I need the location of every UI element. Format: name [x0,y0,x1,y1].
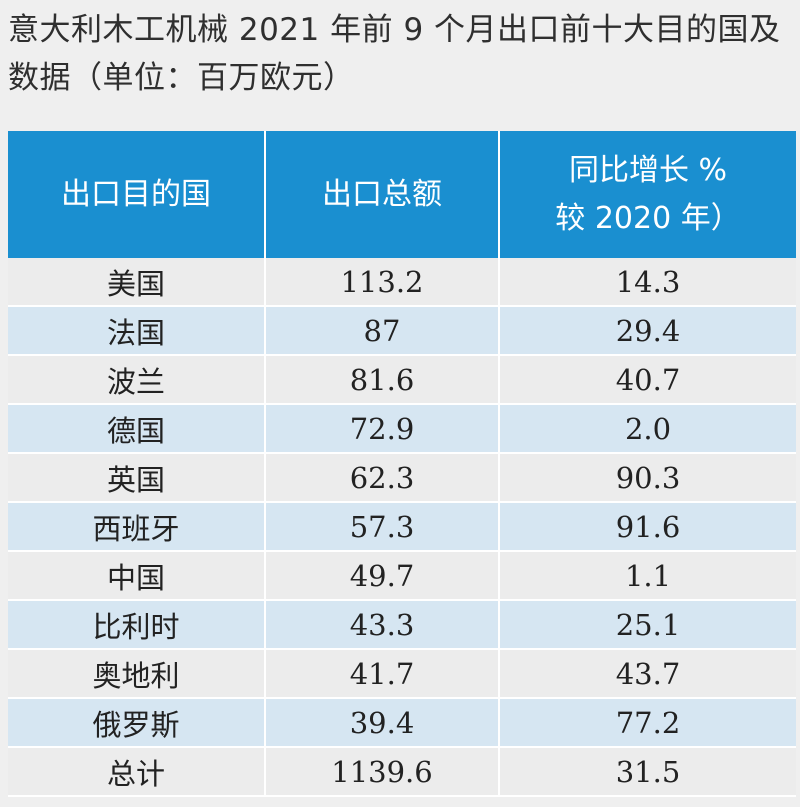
table-row: 西班牙 57.3 91.6 [8,502,796,552]
growth-cell: 43.7 [498,649,796,699]
export-total-cell: 39.4 [264,698,500,748]
growth-cell: 14.3 [498,258,796,307]
growth-cell: 91.6 [498,502,796,552]
table-row: 德国 72.9 2.0 [8,404,796,454]
growth-cell: 25.1 [498,600,796,650]
export-total-cell: 113.2 [264,258,500,307]
table-row: 法国 87 29.4 [8,306,796,356]
country-cell: 英国 [8,453,266,503]
export-total-cell: 87 [264,306,500,356]
export-total-cell: 1139.6 [264,747,500,797]
country-cell: 总计 [8,747,266,797]
export-total-cell: 43.3 [264,600,500,650]
export-total-cell: 81.6 [264,355,500,405]
export-total-cell: 62.3 [264,453,500,503]
country-cell: 西班牙 [8,502,266,552]
export-table-container: 出口目的国 出口总额 同比增长 % 较 2020 年） 美国 113.2 14.3 法… [8,131,796,797]
header-yoy-growth: 同比增长 % 较 2020 年） [498,131,796,258]
table-row: 俄罗斯 39.4 77.2 [8,698,796,748]
header-export-total: 出口总额 [264,131,500,258]
country-cell: 法国 [8,306,266,356]
header-destination-country: 出口目的国 [8,131,266,258]
header-row: 出口目的国 出口总额 同比增长 % 较 2020 年） [8,131,796,258]
table-row: 波兰 81.6 40.7 [8,355,796,405]
table-row: 比利时 43.3 25.1 [8,600,796,650]
growth-cell: 31.5 [498,747,796,797]
table-row: 总计 1139.6 31.5 [8,747,796,797]
growth-cell: 2.0 [498,404,796,454]
export-total-cell: 57.3 [264,502,500,552]
export-total-cell: 72.9 [264,404,500,454]
page-title: 意大利木工机械 2021 年前 9 个月出口前十大目的国及数据（单位：百万欧元） [8,12,781,96]
country-cell: 中国 [8,551,266,601]
table-body: 美国 113.2 14.3 法国 87 29.4 波兰 81.6 40.7 德国 72.9 2.0 英国… [8,258,796,797]
country-cell: 德国 [8,404,266,454]
country-cell: 奥地利 [8,649,266,699]
country-cell: 波兰 [8,355,266,405]
table-row: 中国 49.7 1.1 [8,551,796,601]
growth-cell: 29.4 [498,306,796,356]
growth-cell: 40.7 [498,355,796,405]
export-table: 出口目的国 出口总额 同比增长 % 较 2020 年） 美国 113.2 14.3 法… [8,131,796,797]
country-cell: 比利时 [8,600,266,650]
table-row: 奥地利 41.7 43.7 [8,649,796,699]
export-total-cell: 49.7 [264,551,500,601]
growth-cell: 90.3 [498,453,796,503]
growth-cell: 77.2 [498,698,796,748]
country-cell: 美国 [8,258,266,307]
table-row: 英国 62.3 90.3 [8,453,796,503]
table-header: 出口目的国 出口总额 同比增长 % 较 2020 年） [8,131,796,258]
country-cell: 俄罗斯 [8,698,266,748]
export-total-cell: 41.7 [264,649,500,699]
growth-cell: 1.1 [498,551,796,601]
table-row: 美国 113.2 14.3 [8,258,796,307]
